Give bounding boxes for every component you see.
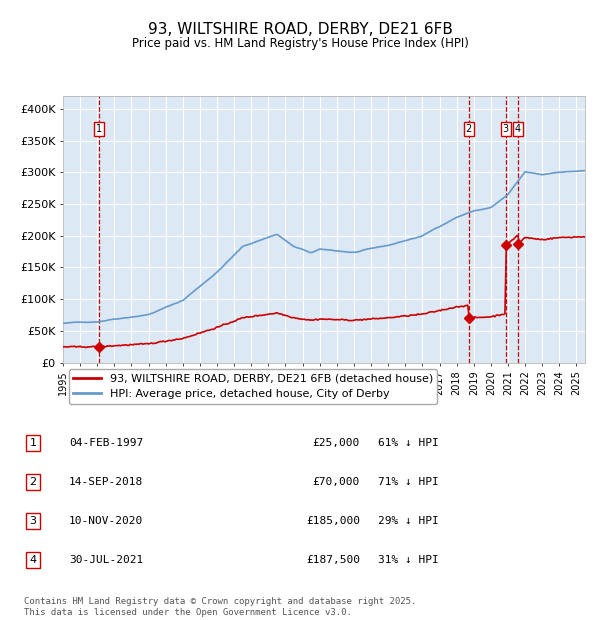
Text: Contains HM Land Registry data © Crown copyright and database right 2025.
This d: Contains HM Land Registry data © Crown c… bbox=[24, 598, 416, 617]
Text: Price paid vs. HM Land Registry's House Price Index (HPI): Price paid vs. HM Land Registry's House … bbox=[131, 37, 469, 50]
Text: 1: 1 bbox=[95, 125, 101, 135]
Text: 71% ↓ HPI: 71% ↓ HPI bbox=[378, 477, 439, 487]
Text: £70,000: £70,000 bbox=[313, 477, 360, 487]
Text: 14-SEP-2018: 14-SEP-2018 bbox=[69, 477, 143, 487]
Text: 61% ↓ HPI: 61% ↓ HPI bbox=[378, 438, 439, 448]
Text: 2: 2 bbox=[29, 477, 37, 487]
Text: 30-JUL-2021: 30-JUL-2021 bbox=[69, 555, 143, 565]
Text: 1: 1 bbox=[29, 438, 37, 448]
Text: 4: 4 bbox=[29, 555, 37, 565]
Text: 4: 4 bbox=[515, 125, 521, 135]
Text: £185,000: £185,000 bbox=[306, 516, 360, 526]
Text: 31% ↓ HPI: 31% ↓ HPI bbox=[378, 555, 439, 565]
Text: 10-NOV-2020: 10-NOV-2020 bbox=[69, 516, 143, 526]
Text: 3: 3 bbox=[29, 516, 37, 526]
Text: 93, WILTSHIRE ROAD, DERBY, DE21 6FB: 93, WILTSHIRE ROAD, DERBY, DE21 6FB bbox=[148, 22, 452, 37]
Text: 2: 2 bbox=[466, 125, 472, 135]
Text: £25,000: £25,000 bbox=[313, 438, 360, 448]
Text: 3: 3 bbox=[503, 125, 509, 135]
Legend: 93, WILTSHIRE ROAD, DERBY, DE21 6FB (detached house), HPI: Average price, detach: 93, WILTSHIRE ROAD, DERBY, DE21 6FB (det… bbox=[68, 370, 437, 404]
Text: £187,500: £187,500 bbox=[306, 555, 360, 565]
Text: 29% ↓ HPI: 29% ↓ HPI bbox=[378, 516, 439, 526]
Text: 04-FEB-1997: 04-FEB-1997 bbox=[69, 438, 143, 448]
